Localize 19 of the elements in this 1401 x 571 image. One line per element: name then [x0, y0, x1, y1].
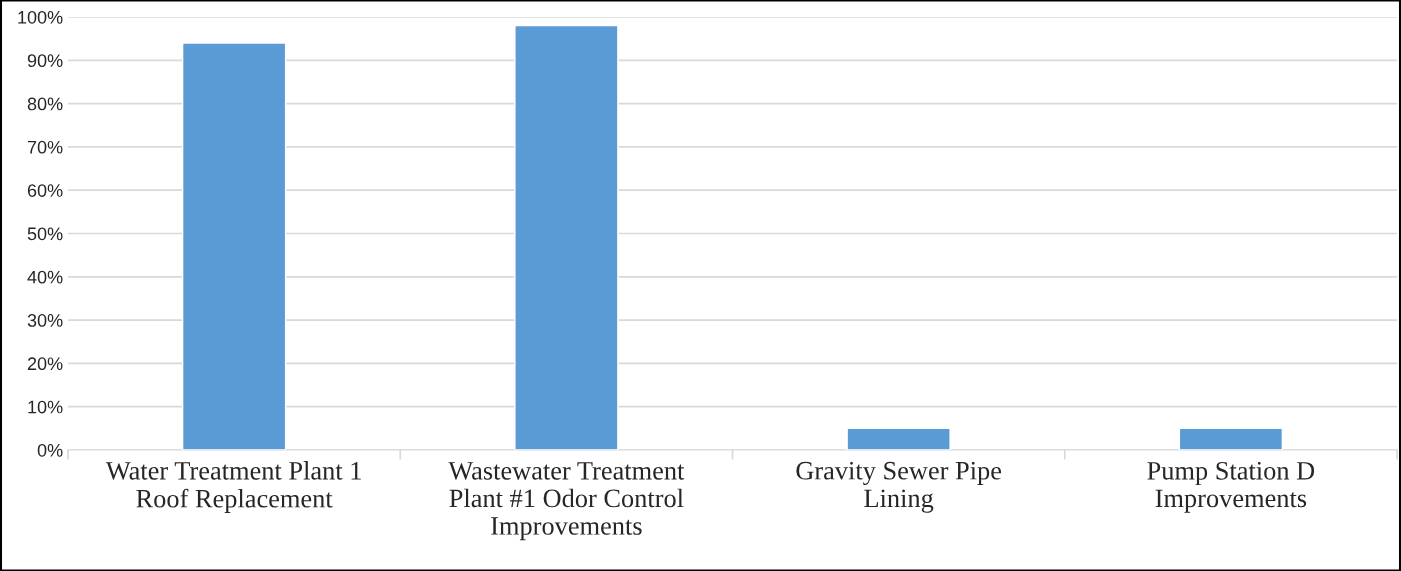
x-tick-label: Pump Station D Improvements [1147, 461, 1315, 513]
y-tick-label: 10% [28, 400, 63, 414]
bar [1178, 427, 1284, 450]
x-tick-label: Gravity Sewer Pipe Lining [796, 461, 1002, 513]
x-tick-label: Wastewater Treatment Plant #1 Odor Control Improvements [448, 462, 685, 541]
y-tick-label: 60% [27, 184, 63, 197]
y-tick-label: 100% [18, 10, 63, 24]
y-tick-label: 70% [27, 140, 63, 154]
bar [514, 24, 619, 450]
y-tick-label: 90% [27, 54, 63, 68]
x-tick-label: Water Treatment Plant 1 Roof Replacement [105, 461, 361, 513]
bar [181, 42, 287, 450]
y-tick-label: 50% [27, 227, 63, 241]
bar [846, 427, 951, 450]
y-tick-label: 30% [27, 314, 63, 327]
y-tick-label: 40% [27, 270, 63, 284]
y-tick-label: 20% [27, 357, 63, 371]
y-tick-label: 0% [37, 443, 63, 457]
y-tick-label: 80% [27, 97, 63, 111]
